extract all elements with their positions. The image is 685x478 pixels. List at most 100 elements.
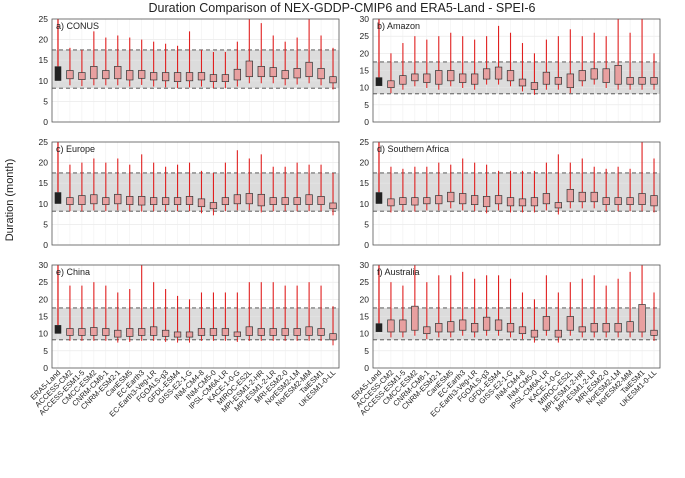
y-tick-label: 15: [39, 55, 49, 65]
y-tick-label: 0: [364, 363, 369, 373]
model-box: [293, 197, 301, 205]
model-box: [185, 196, 194, 205]
model-box: [399, 197, 407, 205]
model-box: [554, 329, 562, 338]
y-tick-label: 5: [43, 219, 48, 229]
model-box: [459, 193, 467, 205]
y-tick-label: 15: [360, 178, 370, 188]
y-tick-label: 10: [39, 199, 49, 209]
plot-frame: [51, 264, 340, 369]
model-box: [542, 71, 551, 85]
model-box: [542, 193, 551, 205]
model-box: [435, 70, 443, 85]
model-box: [221, 328, 230, 336]
model-box: [566, 316, 574, 331]
model-box: [554, 77, 562, 85]
model-box: [482, 196, 491, 208]
model-box: [209, 74, 218, 82]
model-box: [530, 329, 539, 338]
model-box: [209, 202, 218, 210]
model-box: [90, 194, 98, 205]
model-box: [494, 66, 503, 80]
model-box: [102, 328, 110, 336]
model-box: [150, 326, 158, 336]
model-box: [305, 326, 313, 336]
y-tick-label: 20: [360, 294, 370, 304]
model-box: [78, 72, 86, 80]
y-tick-label: 15: [39, 178, 49, 188]
model-box: [329, 202, 337, 210]
model-box: [447, 191, 455, 203]
model-box: [329, 333, 337, 341]
model-box: [269, 328, 277, 336]
reference-band: [52, 172, 339, 212]
model-box: [257, 66, 265, 78]
y-tick-label: 10: [360, 329, 370, 339]
model-box: [233, 331, 241, 337]
model-box: [161, 329, 170, 337]
panel-1: 0 5 10 15 20 25 a) CONUS: [39, 14, 340, 127]
model-box: [399, 319, 407, 333]
model-box: [138, 70, 146, 79]
plot-frame: [51, 18, 340, 123]
model-box: [185, 331, 194, 338]
model-box: [435, 323, 443, 333]
model-box: [411, 73, 419, 82]
model-box: [257, 193, 265, 207]
y-tick-label: 25: [360, 137, 370, 147]
model-box: [482, 316, 491, 331]
model-box: [518, 78, 527, 87]
model-box: [209, 328, 218, 336]
model-box: [66, 328, 74, 336]
model-box: [281, 197, 289, 205]
model-box: [602, 68, 610, 83]
model-box: [293, 68, 301, 79]
model-box: [245, 326, 253, 336]
model-box: [602, 197, 610, 205]
model-box: [66, 197, 74, 205]
model-box: [506, 197, 515, 207]
y-tick-label: 10: [39, 76, 49, 86]
model-box: [221, 197, 230, 205]
model-box: [423, 326, 431, 335]
panel-label: f) Australia: [377, 267, 420, 277]
model-box: [530, 82, 539, 90]
plot-frame: [372, 18, 661, 123]
reference-band: [373, 61, 660, 94]
reference-band: [52, 49, 339, 89]
model-box: [114, 66, 122, 80]
model-box: [638, 77, 646, 85]
plot-frame: [372, 264, 661, 369]
panel-label: e) China: [56, 267, 90, 277]
model-box: [233, 68, 241, 81]
model-box: [150, 197, 158, 205]
model-box: [590, 323, 598, 333]
y-tick-label: 20: [39, 35, 49, 45]
era5-box: [54, 325, 62, 334]
panel-2: 0 5 10 15 20 25 30 b) Amazon: [360, 14, 661, 127]
model-box: [173, 72, 182, 82]
model-box: [269, 197, 277, 205]
panel-3: 0 5 10 15 20 25 c) Europe: [39, 137, 340, 250]
model-box: [161, 72, 170, 82]
figure-title: Duration Comparison of NEX-GDDP-CMIP6 an…: [149, 1, 536, 15]
y-tick-label: 20: [360, 48, 370, 58]
y-tick-label: 20: [39, 294, 49, 304]
y-tick-label: 30: [39, 260, 49, 270]
panel-label: b) Amazon: [377, 21, 420, 31]
era5-box: [375, 323, 383, 332]
y-tick-label: 0: [364, 117, 369, 127]
model-box: [281, 70, 289, 80]
y-tick-label: 5: [364, 219, 369, 229]
model-box: [459, 73, 467, 83]
model-box: [650, 195, 658, 207]
model-box: [387, 319, 395, 333]
model-box: [221, 74, 230, 82]
model-box: [197, 198, 206, 208]
model-box: [197, 72, 206, 81]
model-box: [518, 326, 527, 335]
y-tick-label: 20: [39, 158, 49, 168]
model-box: [554, 202, 562, 209]
